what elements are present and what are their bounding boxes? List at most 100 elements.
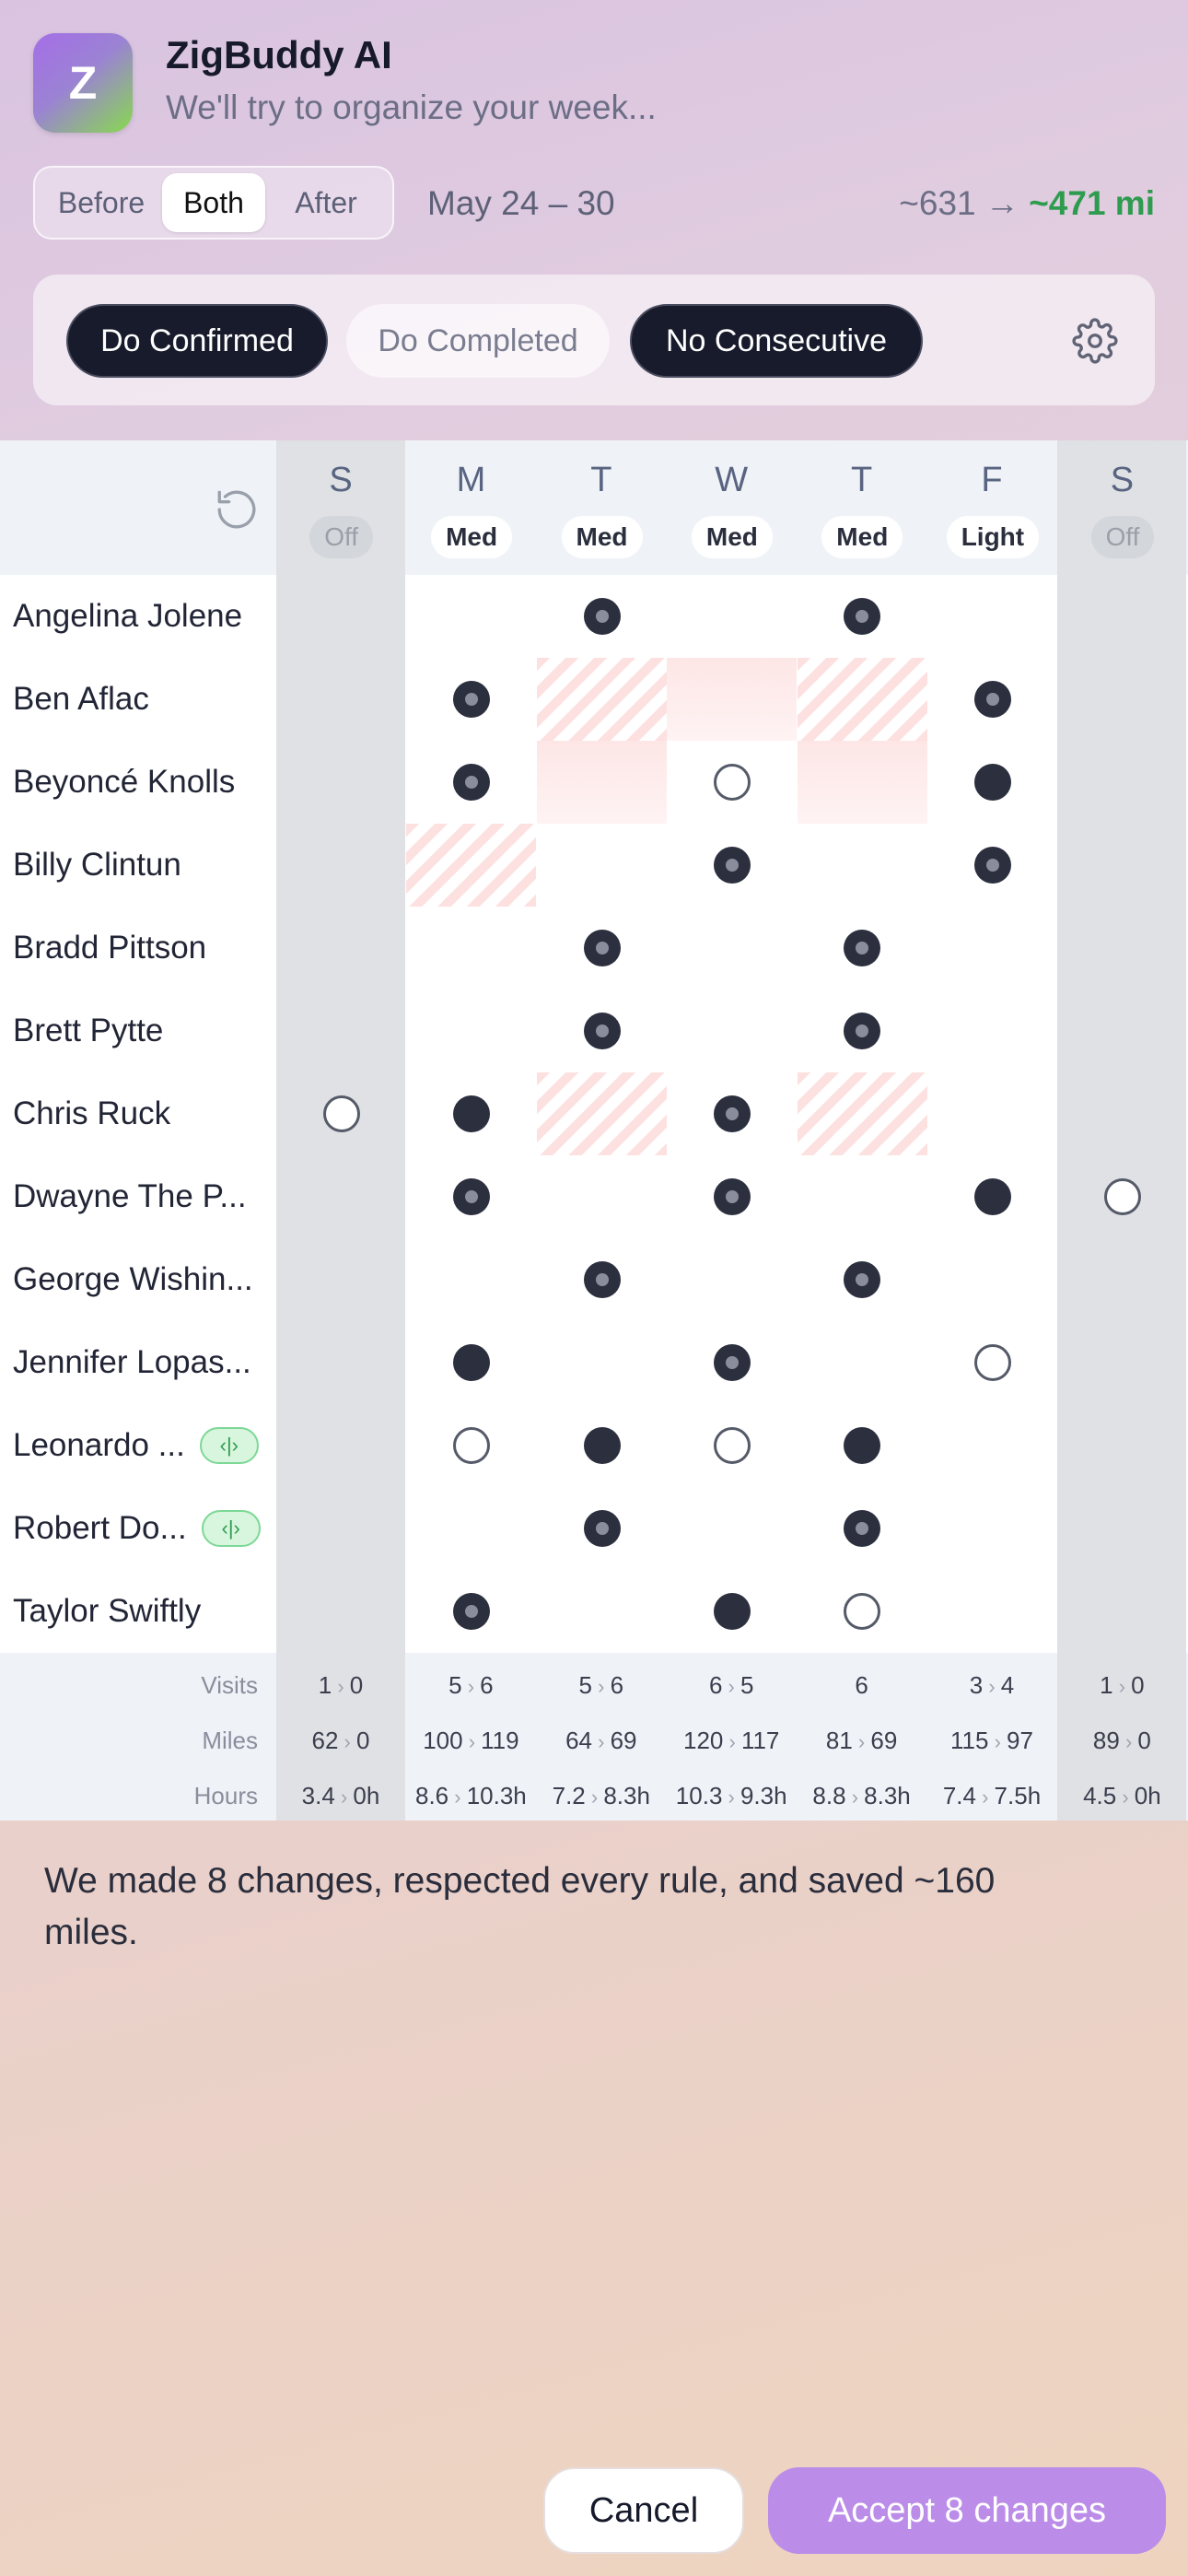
cancel-button[interactable]: Cancel: [543, 2467, 744, 2554]
client-name[interactable]: Billy Clintun: [13, 824, 181, 907]
visit-marker-ring[interactable]: [583, 598, 621, 635]
refresh-icon[interactable]: [214, 486, 260, 533]
toggle-after[interactable]: After: [295, 185, 357, 219]
visit-marker-ring[interactable]: [844, 930, 881, 966]
visit-marker-ring[interactable]: [583, 930, 621, 966]
after-value: 0: [1137, 1727, 1151, 1754]
before-value: 5: [578, 1671, 593, 1699]
client-name[interactable]: Ben Aflac: [13, 658, 149, 741]
grid-footer: [0, 1653, 1188, 1821]
visit-marker-ring[interactable]: [453, 764, 491, 801]
footer-hours-value: 7.4 › 7.5h: [942, 1782, 1042, 1809]
day-letter: T: [850, 461, 873, 499]
after-value: 4: [1000, 1671, 1015, 1699]
visit-marker-ring[interactable]: [713, 1178, 751, 1215]
client-name[interactable]: Chris Ruck: [13, 1072, 170, 1155]
visit-marker-ring[interactable]: [844, 1510, 881, 1547]
visit-marker-full[interactable]: [973, 764, 1011, 801]
day-workload-badge[interactable]: Med: [431, 516, 513, 558]
footer-hours-value: 7.2 › 8.3h: [552, 1782, 650, 1809]
client-name[interactable]: Bradd Pittson: [13, 907, 206, 989]
client-name[interactable]: Angelina Jolene: [13, 575, 242, 658]
before-value: 3.4: [301, 1782, 335, 1809]
footer-miles-value: 64 › 69: [565, 1727, 637, 1754]
visit-marker-ring[interactable]: [453, 1178, 491, 1215]
client-name[interactable]: Leonardo ... ‹|›: [13, 1404, 259, 1487]
accept-changes-button[interactable]: Accept 8 changes: [768, 2467, 1166, 2554]
app-icon-letter: Z: [68, 57, 98, 109]
day-workload-badge[interactable]: Light: [946, 516, 1040, 558]
visit-marker-ring[interactable]: [713, 847, 751, 884]
visit-marker-hollow[interactable]: [713, 764, 751, 801]
after-value: 119: [481, 1727, 519, 1754]
visit-marker-full[interactable]: [583, 1427, 621, 1464]
app-title: ZigBuddy AI: [166, 33, 392, 76]
client-name[interactable]: George Wishin...: [13, 1238, 253, 1321]
client-name[interactable]: Brett Pytte: [13, 989, 163, 1072]
visit-marker-full[interactable]: [713, 1593, 751, 1630]
visit-marker-hollow[interactable]: [453, 1427, 491, 1464]
day-workload-badge[interactable]: Med: [691, 516, 773, 558]
visit-marker-full[interactable]: [973, 1178, 1011, 1215]
visit-marker-ring[interactable]: [973, 847, 1011, 884]
rule-do-confirmed[interactable]: Do Confirmed: [66, 304, 328, 378]
swap-icon[interactable]: ‹|›: [199, 1427, 259, 1464]
app-icon: Z: [33, 33, 133, 133]
day-workload-badge[interactable]: Off: [1090, 516, 1155, 558]
footer-hours-value: 4.5 › 0h: [1083, 1782, 1161, 1809]
visit-marker-hollow[interactable]: [322, 1095, 360, 1132]
visit-marker-hollow[interactable]: [844, 1593, 881, 1630]
client-name[interactable]: Taylor Swiftly: [13, 1570, 201, 1653]
day-workload-badge[interactable]: Off: [309, 516, 374, 558]
visit-marker-hollow[interactable]: [973, 1344, 1011, 1381]
visit-marker-hollow[interactable]: [713, 1427, 751, 1464]
visit-marker-ring[interactable]: [713, 1095, 751, 1132]
footer-visits-value: 5 › 6: [448, 1671, 494, 1699]
toggle-before[interactable]: Before: [57, 185, 146, 219]
visit-marker-ring[interactable]: [713, 1344, 751, 1381]
day-workload-badge[interactable]: Med: [821, 516, 903, 558]
visit-marker-ring[interactable]: [453, 681, 491, 718]
day-workload-badge[interactable]: Med: [561, 516, 643, 558]
client-name[interactable]: Beyoncé Knolls: [13, 741, 235, 824]
visit-marker-full[interactable]: [844, 1427, 881, 1464]
after-value: 97: [1007, 1727, 1033, 1754]
rule-do-completed[interactable]: Do Completed: [346, 304, 610, 378]
after-value: 6: [480, 1671, 494, 1699]
footer-miles-value: 62 › 0: [311, 1727, 370, 1754]
before-value: 62: [311, 1727, 339, 1754]
visit-marker-ring[interactable]: [453, 1593, 491, 1630]
footer-label-hours: Hours: [193, 1782, 258, 1809]
visit-marker-hollow[interactable]: [1104, 1178, 1142, 1215]
swap-icon[interactable]: ‹|›: [201, 1510, 261, 1547]
before-value: 100: [423, 1727, 463, 1754]
before-value: 1: [318, 1671, 332, 1699]
toggle-both[interactable]: Both: [162, 173, 265, 232]
visit-marker-ring[interactable]: [844, 1013, 881, 1049]
footer-hours-value: 10.3 › 9.3h: [675, 1782, 787, 1809]
client-name[interactable]: Dwayne The P...: [13, 1155, 247, 1238]
visit-marker-full[interactable]: [453, 1344, 491, 1381]
after-value: 69: [870, 1727, 898, 1754]
after-value: 69: [610, 1727, 637, 1754]
rule-no-consecutive[interactable]: No Consecutive: [630, 304, 923, 378]
client-name-label: Taylor Swiftly: [13, 1593, 202, 1629]
conflict-cell: [797, 1072, 927, 1155]
after-value: 0: [349, 1671, 364, 1699]
visit-marker-ring[interactable]: [844, 598, 881, 635]
conflict-cell: [406, 824, 537, 907]
client-name-label: Billy Clintun: [13, 847, 181, 883]
client-name[interactable]: Jennifer Lopas...: [13, 1321, 251, 1404]
after-value: 9.3h: [740, 1782, 787, 1809]
visit-marker-full[interactable]: [453, 1095, 491, 1132]
visit-marker-ring[interactable]: [583, 1261, 621, 1298]
visit-marker-ring[interactable]: [844, 1261, 881, 1298]
before-value: 8.8: [812, 1782, 846, 1809]
visit-marker-ring[interactable]: [583, 1013, 621, 1049]
gear-icon[interactable]: [1072, 318, 1118, 364]
visit-marker-ring[interactable]: [973, 681, 1011, 718]
client-name-label: Robert Do...: [13, 1510, 187, 1546]
visit-marker-ring[interactable]: [583, 1510, 621, 1547]
after-value: 0h: [353, 1782, 380, 1809]
client-name[interactable]: Robert Do... ‹|›: [13, 1487, 261, 1570]
